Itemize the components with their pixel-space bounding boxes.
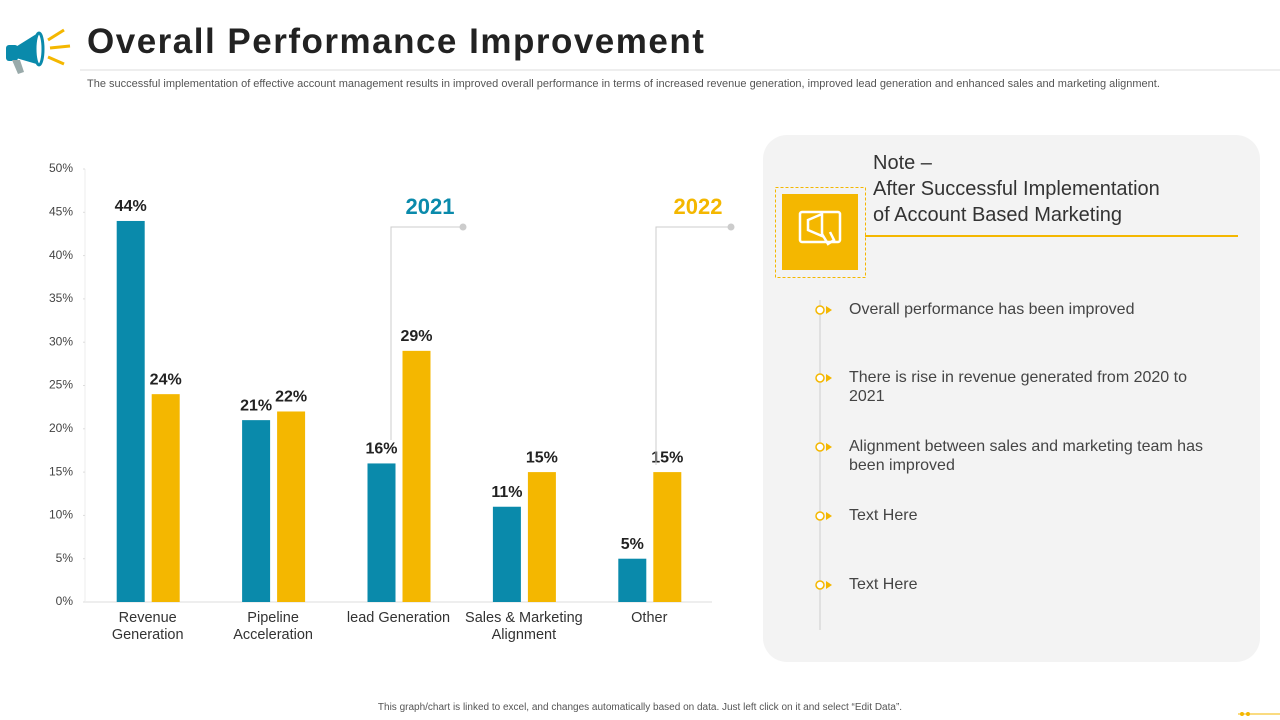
bullet-arrow	[826, 581, 832, 589]
y-tick-label: 30%	[49, 334, 73, 348]
corner-dot	[1240, 712, 1244, 716]
bar	[151, 394, 180, 602]
y-tick-label: 15%	[49, 464, 73, 478]
x-tick-label: Pipeline Acceleration	[233, 610, 313, 643]
value-label: 16%	[365, 441, 397, 458]
value-label: 15%	[526, 449, 558, 466]
megaphone-icon	[6, 28, 71, 74]
note-panel	[763, 135, 1260, 662]
bar	[492, 506, 521, 602]
bullet-arrow	[826, 512, 832, 520]
note-item: Text Here	[849, 576, 918, 593]
note-item: Alignment between sales and marketing te…	[849, 438, 1203, 474]
value-label: 15%	[651, 449, 683, 466]
footer: This graph/chart is linked to excel, and…	[377, 702, 903, 713]
bar	[402, 350, 431, 602]
value-label: 5%	[621, 536, 644, 553]
y-tick-label: 45%	[49, 204, 73, 218]
value-label: 11%	[491, 484, 522, 501]
legend-connector	[655, 226, 731, 465]
bar	[242, 420, 271, 602]
note-heading: of Account Based Marketing	[873, 204, 1123, 226]
bar	[527, 472, 556, 602]
legend-connector	[390, 226, 463, 440]
note-item: Overall performance has been improved	[849, 301, 1135, 318]
bar	[653, 472, 682, 602]
note-heading: After Successful Implementation	[873, 178, 1160, 200]
y-tick-label: 50%	[49, 161, 73, 175]
bullet-arrow	[826, 374, 832, 382]
bullet-arrow	[826, 306, 832, 314]
y-tick-label: 40%	[49, 248, 73, 262]
icon-frame	[775, 187, 866, 278]
note-item: Text Here	[849, 507, 918, 524]
bullet-ring	[815, 442, 825, 452]
bullet-arrow	[826, 443, 832, 451]
legend-dot	[727, 223, 735, 231]
icon-glyph	[798, 210, 842, 246]
bullet-ring	[815, 305, 825, 315]
icon-box	[782, 194, 858, 270]
x-tick-label: lead Generation	[346, 610, 451, 626]
y-tick-label: 5%	[56, 551, 74, 565]
bullet-ring	[815, 580, 825, 590]
x-tick-label: Sales & Marketing Alignment	[465, 610, 583, 643]
y-tick-label: 20%	[49, 421, 73, 435]
value-label: 44%	[115, 198, 147, 215]
y-tick-label: 25%	[49, 378, 73, 392]
title: Overall Performance Improvement	[87, 22, 706, 61]
value-label: 29%	[400, 328, 432, 345]
x-tick-label: Other	[631, 610, 668, 626]
bullet-ring	[815, 511, 825, 521]
bar	[277, 411, 306, 602]
legend-label: 2022	[674, 194, 723, 219]
value-label: 22%	[275, 389, 307, 406]
x-tick-label: Revenue Generation	[111, 610, 184, 643]
value-label: 24%	[150, 371, 182, 388]
note-item: There is rise in revenue generated from …	[849, 369, 1187, 405]
value-label: 21%	[240, 397, 272, 414]
subtitle: The successful implementation of effecti…	[87, 78, 1160, 90]
bar	[618, 558, 647, 602]
bar	[116, 220, 145, 602]
bullet-ring	[815, 373, 825, 383]
bar	[367, 463, 396, 602]
legend-dot	[459, 223, 467, 231]
note-heading: Note –	[873, 152, 932, 174]
corner-dot	[1246, 712, 1250, 716]
y-tick-label: 0%	[56, 594, 74, 608]
y-tick-label: 10%	[49, 508, 73, 522]
legend-label: 2021	[406, 194, 455, 219]
y-tick-label: 35%	[49, 291, 73, 305]
